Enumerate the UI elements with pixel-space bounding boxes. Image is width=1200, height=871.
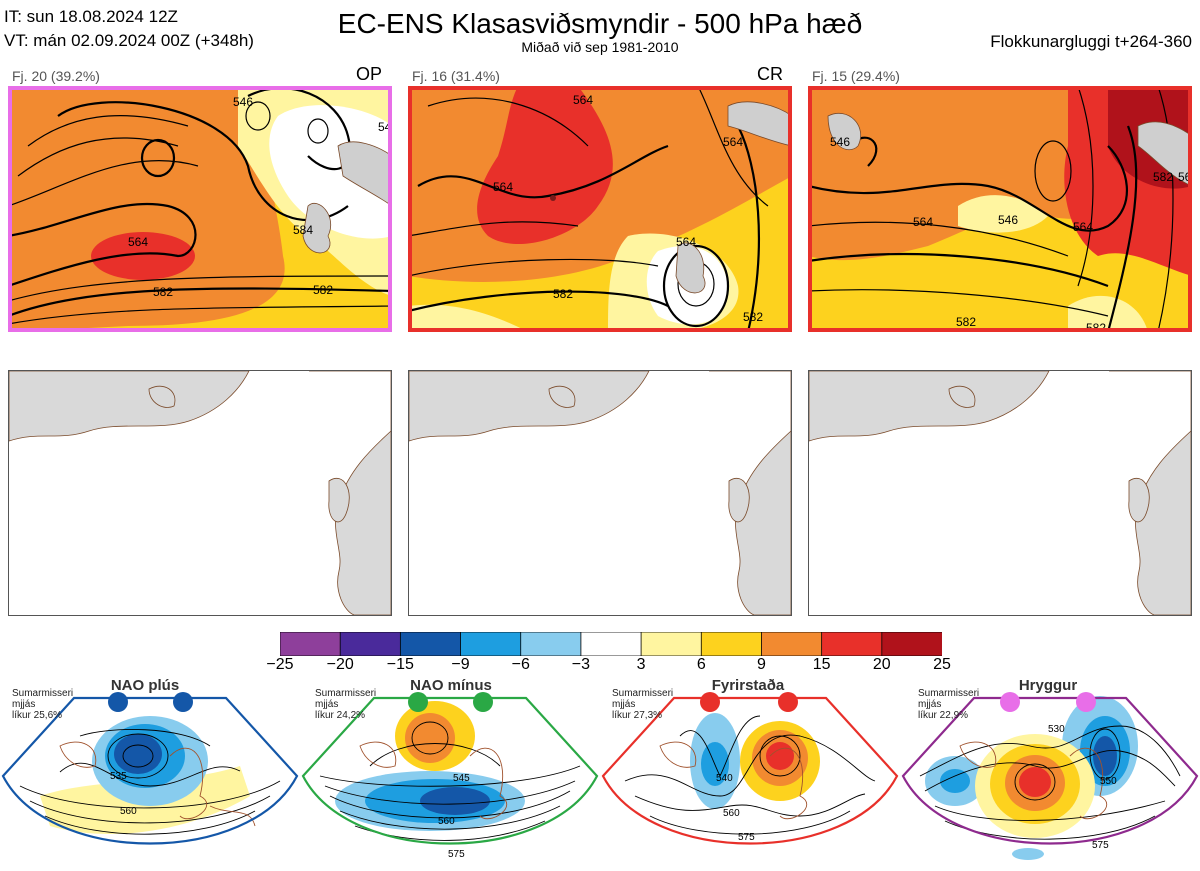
cluster-2-label: Fj. 16 (31.4%) bbox=[412, 68, 500, 84]
contour-label: 564 bbox=[676, 235, 696, 249]
empty-map-2 bbox=[408, 370, 792, 616]
colorbar-tick-label: 9 bbox=[757, 656, 766, 673]
colorbar-tick-label: −20 bbox=[326, 656, 354, 673]
contour-label: 582 bbox=[1153, 170, 1173, 184]
contour-label: 564 bbox=[723, 135, 743, 149]
colorbar-tick-label: −9 bbox=[451, 656, 470, 673]
regime-contour-label: 560 bbox=[438, 816, 455, 827]
regime-contour-label: 575 bbox=[1092, 840, 1109, 851]
cluster-2-tag: CR bbox=[757, 64, 783, 84]
colorbar-tick-label: 15 bbox=[812, 656, 831, 673]
contour-label: 564 bbox=[573, 93, 593, 107]
regime-contour-label: 575 bbox=[448, 849, 465, 860]
colorbar-segment bbox=[761, 632, 823, 656]
cluster-1-label: Fj. 20 (39.2%) bbox=[12, 68, 100, 84]
classification-window: Flokkunargluggi t+264-360 bbox=[990, 32, 1192, 51]
colorbar-segment bbox=[280, 632, 342, 656]
regime-note: Sumarmisseri mjjás líkur 25,6% bbox=[12, 688, 74, 721]
regime-contour-label: 545 bbox=[453, 773, 470, 784]
contour-label: 582 bbox=[313, 283, 333, 297]
contour-label: 582 bbox=[153, 285, 173, 299]
regime-contour-label: 550 bbox=[1100, 776, 1117, 787]
regime-title: Hryggur bbox=[1018, 677, 1078, 694]
colorbar-segment bbox=[520, 632, 582, 656]
cluster-1-map: 546 564 584 582 582 54 bbox=[8, 86, 392, 332]
contour-label: 584 bbox=[293, 223, 313, 237]
cluster-2-map: 564 564 564 564 582 582 bbox=[408, 86, 792, 332]
page-subtitle: Miðað við sep 1981-2010 bbox=[521, 39, 679, 55]
colorbar-segment bbox=[460, 632, 522, 656]
contour-label: 564 bbox=[128, 235, 148, 249]
colorbar-segment bbox=[580, 632, 642, 656]
empty-map-1 bbox=[8, 370, 392, 616]
page-title: EC-ENS Klasasviðsmyndir - 500 hPa hæð bbox=[337, 8, 863, 39]
colorbar-tick-label: −6 bbox=[511, 656, 530, 673]
colorbar-segment bbox=[821, 632, 883, 656]
contour-label: 546 bbox=[830, 135, 850, 149]
regime-contour-label: 560 bbox=[723, 808, 740, 819]
contour-label: 582 bbox=[956, 315, 976, 329]
contour-label: 564 bbox=[1073, 220, 1093, 234]
colorbar-segment bbox=[881, 632, 942, 656]
colorbar bbox=[280, 632, 942, 656]
regime-contour-label: 530 bbox=[1048, 724, 1065, 735]
empty-map-3 bbox=[808, 370, 1192, 616]
colorbar-segment bbox=[399, 632, 462, 656]
contour-label: 564 bbox=[913, 215, 933, 229]
regime-title: NAO mínus bbox=[410, 677, 492, 694]
cluster-3-map: 546 546 564 564 582 582 582 56 bbox=[808, 86, 1192, 332]
initial-time: IT: sun 18.08.2024 12Z bbox=[4, 7, 178, 26]
cluster-1-tag: OP bbox=[356, 64, 383, 84]
colorbar-tick-label: 20 bbox=[872, 656, 891, 673]
colorbar-tick-label: 3 bbox=[636, 656, 646, 673]
regime-note: Sumarmisseri mjjás líkur 24,2% bbox=[315, 688, 377, 721]
contour-label: 582 bbox=[553, 287, 573, 301]
colorbar-tick-label: −15 bbox=[386, 656, 414, 673]
contour-label: 546 bbox=[233, 95, 253, 109]
regime-nao-minus: 545 560 575 bbox=[300, 676, 600, 871]
contour-label: 582 bbox=[1086, 321, 1106, 332]
regime-contour-label: 540 bbox=[716, 773, 733, 784]
regime-title: NAO plús bbox=[110, 677, 180, 694]
contour-label: 564 bbox=[493, 180, 513, 194]
regime-contour-label: 560 bbox=[120, 806, 137, 817]
contour-label: 582 bbox=[743, 310, 763, 324]
contour-label: 546 bbox=[998, 213, 1018, 227]
regime-ridge: 530 550 575 bbox=[900, 676, 1200, 871]
colorbar-segment bbox=[700, 632, 763, 656]
colorbar-tick-label: 6 bbox=[696, 656, 706, 673]
colorbar-ticks: −25 −20 −15 −9 −6 −3 3 6 9 15 20 25 bbox=[266, 656, 950, 675]
colorbar-tick-label: −25 bbox=[266, 656, 294, 673]
regime-contour-label: 575 bbox=[738, 832, 755, 843]
colorbar-tick-label: 25 bbox=[933, 656, 951, 673]
regime-note: Sumarmisseri mjjás líkur 22,9% bbox=[918, 688, 980, 721]
regime-contour-label: 535 bbox=[110, 771, 127, 782]
regime-note: Sumarmisseri mjjás líkur 27,3% bbox=[612, 688, 674, 721]
colorbar-segment bbox=[640, 632, 703, 656]
regime-blocking: 540 560 575 bbox=[600, 676, 900, 871]
colorbar-tick-label: −3 bbox=[571, 656, 591, 673]
regime-title: Fyrirstaða bbox=[711, 677, 785, 694]
valid-time: VT: mán 02.09.2024 00Z (+348h) bbox=[4, 31, 254, 50]
cluster-3-label: Fj. 15 (29.4%) bbox=[812, 68, 900, 84]
colorbar-segment bbox=[339, 632, 402, 656]
regime-nao-plus: 535 560 bbox=[0, 676, 300, 871]
